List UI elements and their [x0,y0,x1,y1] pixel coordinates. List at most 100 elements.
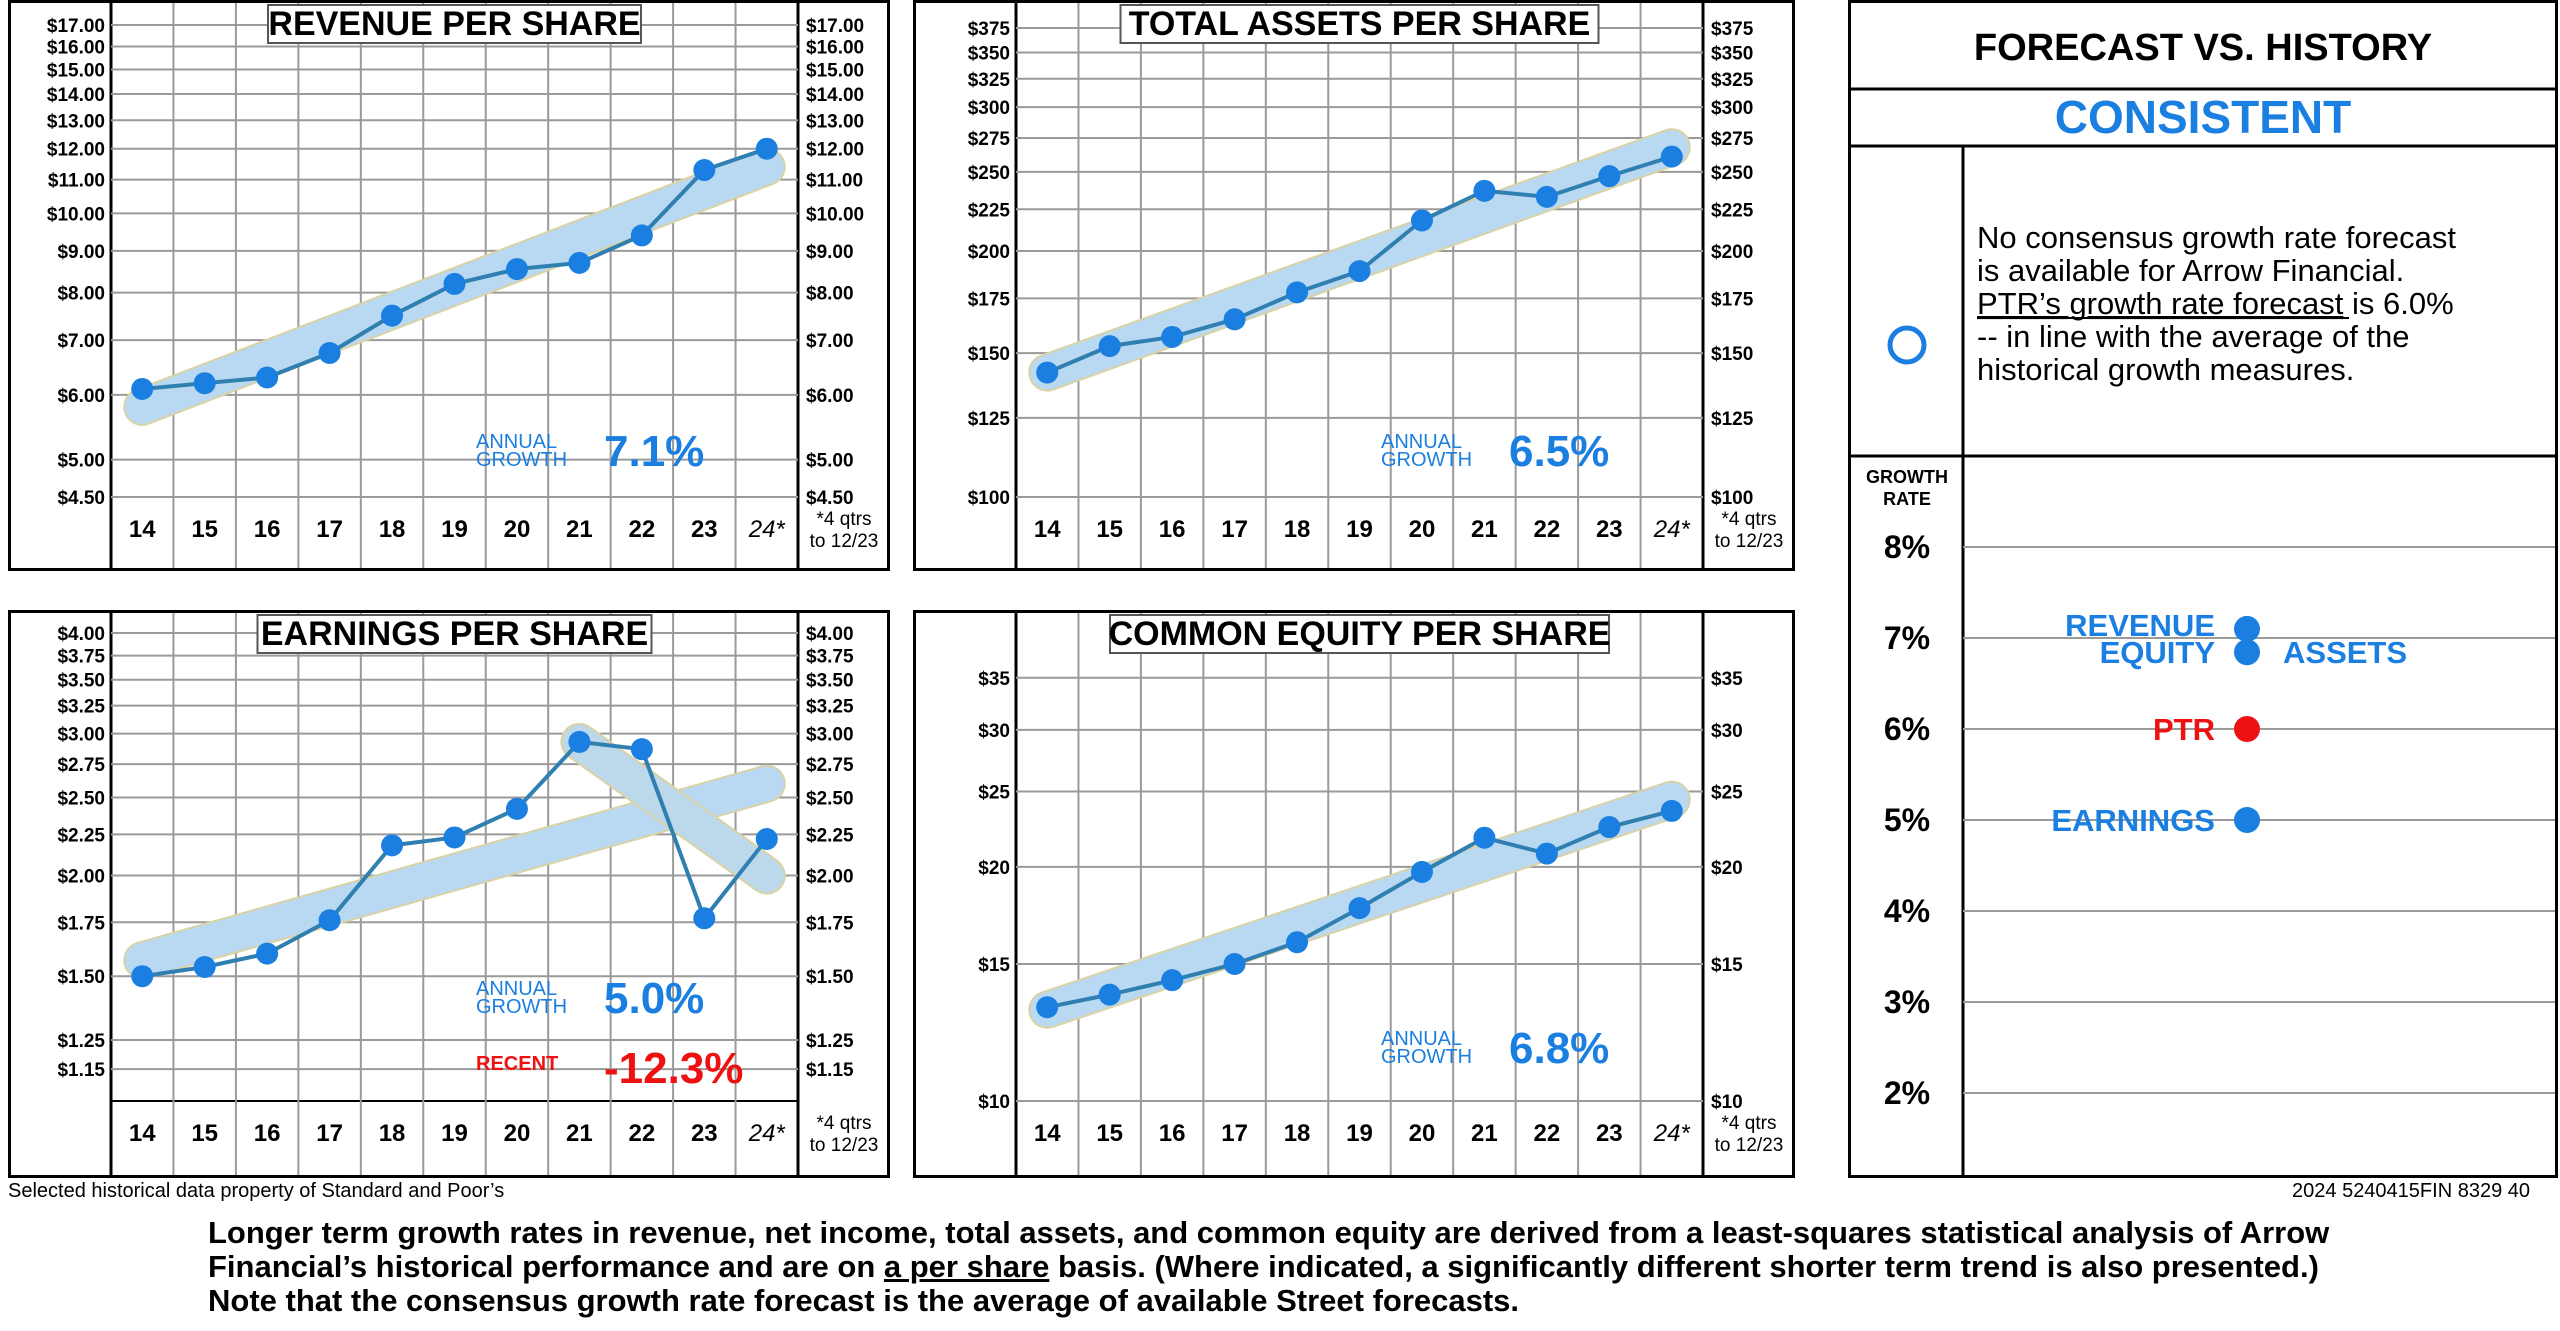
y-tick-label-left: $5.00 [57,451,105,472]
y-tick-label-left: $225 [968,200,1011,221]
data-point [1473,826,1496,849]
y-tick-label-left: $15.00 [47,60,105,81]
y-tick-label-left: $350 [968,43,1010,64]
y-tick-label-right: $35 [1711,669,1743,690]
growth-tick-label: 8% [1884,529,1930,565]
y-tick-label-right: $150 [1711,344,1753,365]
y-tick-label-right: $2.50 [806,788,854,809]
data-point [755,828,778,851]
y-tick-label-right: $1.50 [806,967,854,988]
y-tick-label-right: $1.75 [806,913,854,934]
y-tick-label-right: $13.00 [806,111,864,132]
total-assets-per-share-panel: $375 $375 $350 $350 $325 $325 $300 $300 $275 $275… [913,0,1795,571]
y-tick-label-left: $11.00 [48,171,105,192]
recent-trend-band [562,724,784,893]
growth-point-equity [2234,639,2260,666]
chart-title: COMMON EQUITY PER SHARE [1109,615,1611,653]
growth-point-earnings [2234,807,2260,833]
x-tick-label: 19 [441,1120,468,1147]
y-tick-label-left: $175 [968,289,1011,310]
y-tick-label-left: $1.75 [57,913,105,934]
y-tick-label-left: $9.00 [57,242,105,263]
y-tick-label-right: $30 [1711,721,1743,742]
x-tick-label: 21 [1471,1120,1498,1147]
data-point [1348,260,1371,283]
x-tick-label: 18 [1284,1120,1311,1147]
x-tick-label: 19 [1346,516,1373,543]
x-tick-label: 17 [1221,516,1248,543]
y-tick-label-right: $5.00 [806,451,854,472]
y-tick-label-left: $325 [968,70,1011,91]
y-tick-label-left: $1.50 [57,967,105,988]
growth-tick-label: 4% [1884,893,1930,929]
y-tick-label-right: $225 [1711,200,1754,221]
methodology-note: Longer term growth rates in revenue, net… [208,1216,2358,1318]
y-tick-label-right: $3.00 [806,725,854,746]
data-point [131,377,154,400]
y-tick-label-right: $12.00 [806,140,864,161]
x-tick-label: 16 [1159,516,1186,543]
x-tick-label: 21 [566,1120,593,1147]
x-tick-label: 16 [1159,1120,1186,1147]
forecast-vs-history-panel: FORECAST VS. HISTORY CONSISTENT No consens… [1848,0,2558,1178]
chart-title-box [256,614,653,654]
x-tick-label: 14 [1034,1120,1061,1147]
hollow-circle-icon [1887,325,1927,365]
x-tick-label: 15 [1096,516,1123,543]
y-tick-label-left: $2.50 [57,788,105,809]
data-point [1598,165,1621,188]
forecast-description: No consensus growth rate forecast [1977,220,2456,255]
y-tick-label-right: $250 [1711,163,1753,184]
x-tick-label: 15 [191,1120,218,1147]
y-tick-label-left: $2.00 [57,867,105,888]
y-tick-label-right: $300 [1711,98,1753,119]
y-tick-label-left: $35 [978,669,1010,690]
y-tick-label-left: $4.00 [57,624,105,645]
data-point [443,272,466,295]
y-tick-label-left: $3.25 [57,697,105,718]
y-tick-label-right: $10.00 [806,204,864,225]
data-point [318,342,341,365]
y-tick-label-right: $100 [1711,488,1753,509]
y-tick-label-left: $12.00 [47,140,105,161]
recent-growth-label: RECENT [476,1053,558,1075]
earnings-per-share-panel: $4.00 $4.00 $3.75 $3.75 $3.50 $3.50 $3.25 $3.25… [8,610,890,1178]
data-point [131,965,154,988]
y-tick-label-right: $7.00 [806,331,854,352]
data-point [381,834,404,857]
y-tick-label-left: $30 [978,721,1010,742]
data-point [630,224,653,247]
data-point [1410,860,1433,883]
y-tick-label-left: $1.15 [57,1060,105,1081]
y-tick-label-left: $15 [978,955,1010,976]
data-point [193,372,216,395]
chart-title-box [267,4,642,44]
y-tick-label-left: $3.50 [57,671,105,692]
data-point [1161,325,1184,348]
common-equity-per-share-panel: $35 $35 $30 $30 $25 $25 $20 $20 $15 $15 $10 $10 14 15… [913,610,1795,1178]
y-tick-label-right: $1.25 [806,1031,854,1052]
y-tick-label-left: $20 [978,858,1010,879]
annual-growth-value: 6.5% [1509,427,1609,476]
axis-note: *4 qtrs [1722,509,1777,530]
document-code: 2024 5240415FIN 8329 40 [2292,1180,2530,1202]
data-point [1348,897,1371,920]
methodology-note-underlined: a per share [883,1249,1050,1284]
common-equity-per-share-chart: $35 $35 $30 $30 $25 $25 $20 $20 $15 $15 $10 $10 14 15… [978,613,1783,1175]
x-tick-label: 22 [629,1120,656,1147]
x-tick-label: 21 [566,516,593,543]
ptr-forecast-link-text: PTR’s growth rate forecast [1977,286,2344,321]
data-point [505,797,528,820]
x-tick-label: 24* [1653,516,1691,543]
data-point [1598,816,1621,839]
growth-point-label-revenue: REVENUE [2065,608,2215,643]
earnings-per-share-chart: $4.00 $4.00$3.75 $3.75$3.50 $3.50$3.25 $3.25… [57,613,878,1175]
x-tick-label: 20 [1409,1120,1436,1147]
y-tick-label-right: $15.00 [806,60,864,81]
x-tick-label: 18 [1284,516,1311,543]
growth-point-ptr [2234,716,2260,742]
data-point [1286,281,1309,304]
x-tick-label: 24* [748,1120,786,1147]
annual-growth-label: ANNUAL [1381,1028,1462,1050]
x-tick-label: 14 [1034,516,1061,543]
